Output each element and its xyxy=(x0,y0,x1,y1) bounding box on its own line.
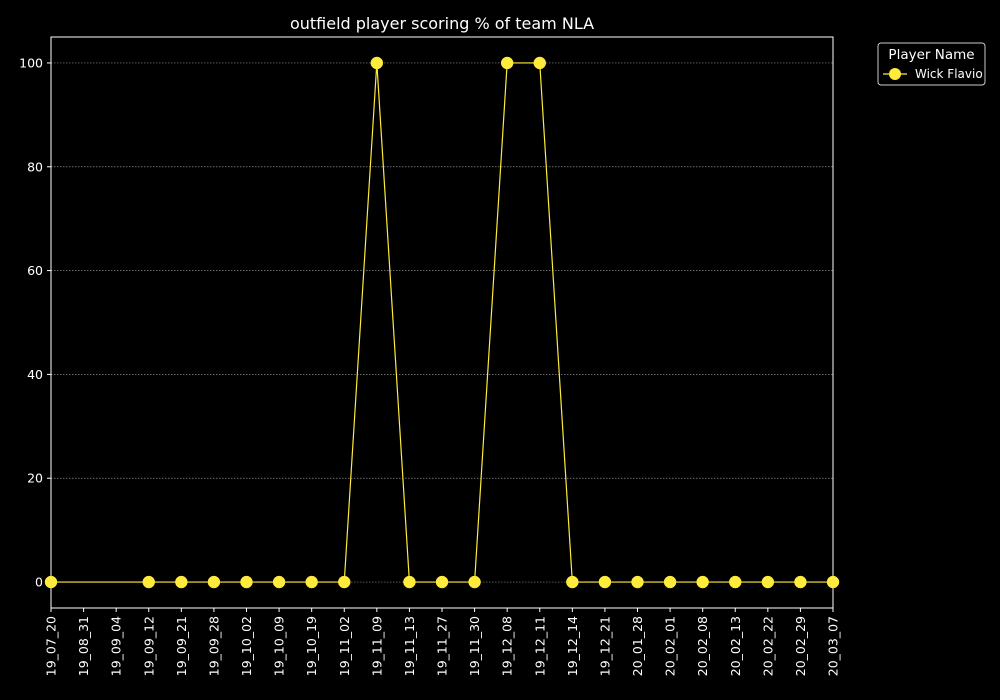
data-point xyxy=(566,575,579,589)
y-tick-label: 60 xyxy=(27,263,43,278)
x-tick-label: 20_01_28 xyxy=(630,616,645,676)
data-point xyxy=(631,575,644,589)
data-point xyxy=(175,575,188,589)
x-axis: 19_07_20 19_08_31 19_09_04 19_09_12 19_09_21… xyxy=(44,608,841,676)
data-point xyxy=(240,575,253,589)
chart-title: outfield player scoring % of team NLA xyxy=(290,14,594,33)
x-tick-label: 19_09_12 xyxy=(141,616,156,676)
x-tick-label: 19_12_21 xyxy=(597,616,612,676)
data-point xyxy=(500,56,514,70)
x-tick-label: 19_11_02 xyxy=(337,616,352,676)
x-tick-label: 20_02_22 xyxy=(760,616,775,676)
legend-title: Player Name xyxy=(888,47,974,63)
y-tick-label: 20 xyxy=(27,471,43,486)
data-point xyxy=(435,575,449,589)
x-tick-label: 19_10_19 xyxy=(304,616,319,676)
data-point xyxy=(826,575,840,589)
legend-label: Wick Flavio xyxy=(915,67,983,81)
x-tick-label: 19_11_27 xyxy=(435,616,450,676)
grid xyxy=(51,62,833,583)
series-line xyxy=(51,62,833,583)
x-tick-label: 19_08_31 xyxy=(76,616,91,676)
x-tick-label: 19_07_20 xyxy=(44,616,59,676)
x-tick-label: 20_02_08 xyxy=(695,616,710,676)
x-tick-label: 19_12_14 xyxy=(565,616,580,676)
data-point xyxy=(794,575,807,589)
data-point xyxy=(44,575,58,589)
x-tick-label: 19_09_04 xyxy=(109,616,124,676)
data-point xyxy=(142,575,155,589)
data-point xyxy=(598,575,612,589)
data-point xyxy=(272,575,286,589)
x-tick-label: 20_02_13 xyxy=(728,616,743,676)
data-point xyxy=(761,575,775,589)
y-tick-label: 80 xyxy=(27,159,43,174)
data-point xyxy=(729,575,742,589)
y-tick-label: 0 xyxy=(35,575,43,590)
plot-frame xyxy=(50,36,834,609)
y-axis: 0 20 40 60 80 100 xyxy=(19,55,51,590)
x-tick-label: 19_12_11 xyxy=(532,616,547,676)
x-tick-label: 20_02_01 xyxy=(663,616,678,676)
data-point xyxy=(663,575,677,589)
x-tick-label: 20_02_29 xyxy=(793,616,808,676)
data-point xyxy=(696,575,709,589)
data-point xyxy=(533,56,546,70)
x-tick-label: 19_09_21 xyxy=(174,616,189,676)
data-point xyxy=(207,575,221,589)
x-tick-label: 19_10_02 xyxy=(239,616,254,676)
x-tick-label: 19_11_30 xyxy=(467,616,482,676)
x-tick-label: 20_03_07 xyxy=(826,616,841,676)
x-tick-label: 19_11_09 xyxy=(369,616,384,676)
legend: Player Name Wick Flavio xyxy=(877,42,986,86)
x-tick-label: 19_10_09 xyxy=(272,616,287,676)
y-tick-label: 40 xyxy=(27,367,43,382)
series-layer xyxy=(44,56,840,589)
x-tick-label: 19_11_13 xyxy=(402,616,417,676)
x-tick-label: 19_12_08 xyxy=(500,616,515,676)
data-point xyxy=(305,575,318,589)
data-point xyxy=(403,575,416,589)
data-point xyxy=(468,575,481,589)
legend-marker-swatch xyxy=(889,68,901,80)
data-point xyxy=(338,575,351,589)
x-tick-label: 19_09_28 xyxy=(206,616,221,676)
data-point xyxy=(370,56,384,70)
y-tick-label: 100 xyxy=(19,55,43,70)
